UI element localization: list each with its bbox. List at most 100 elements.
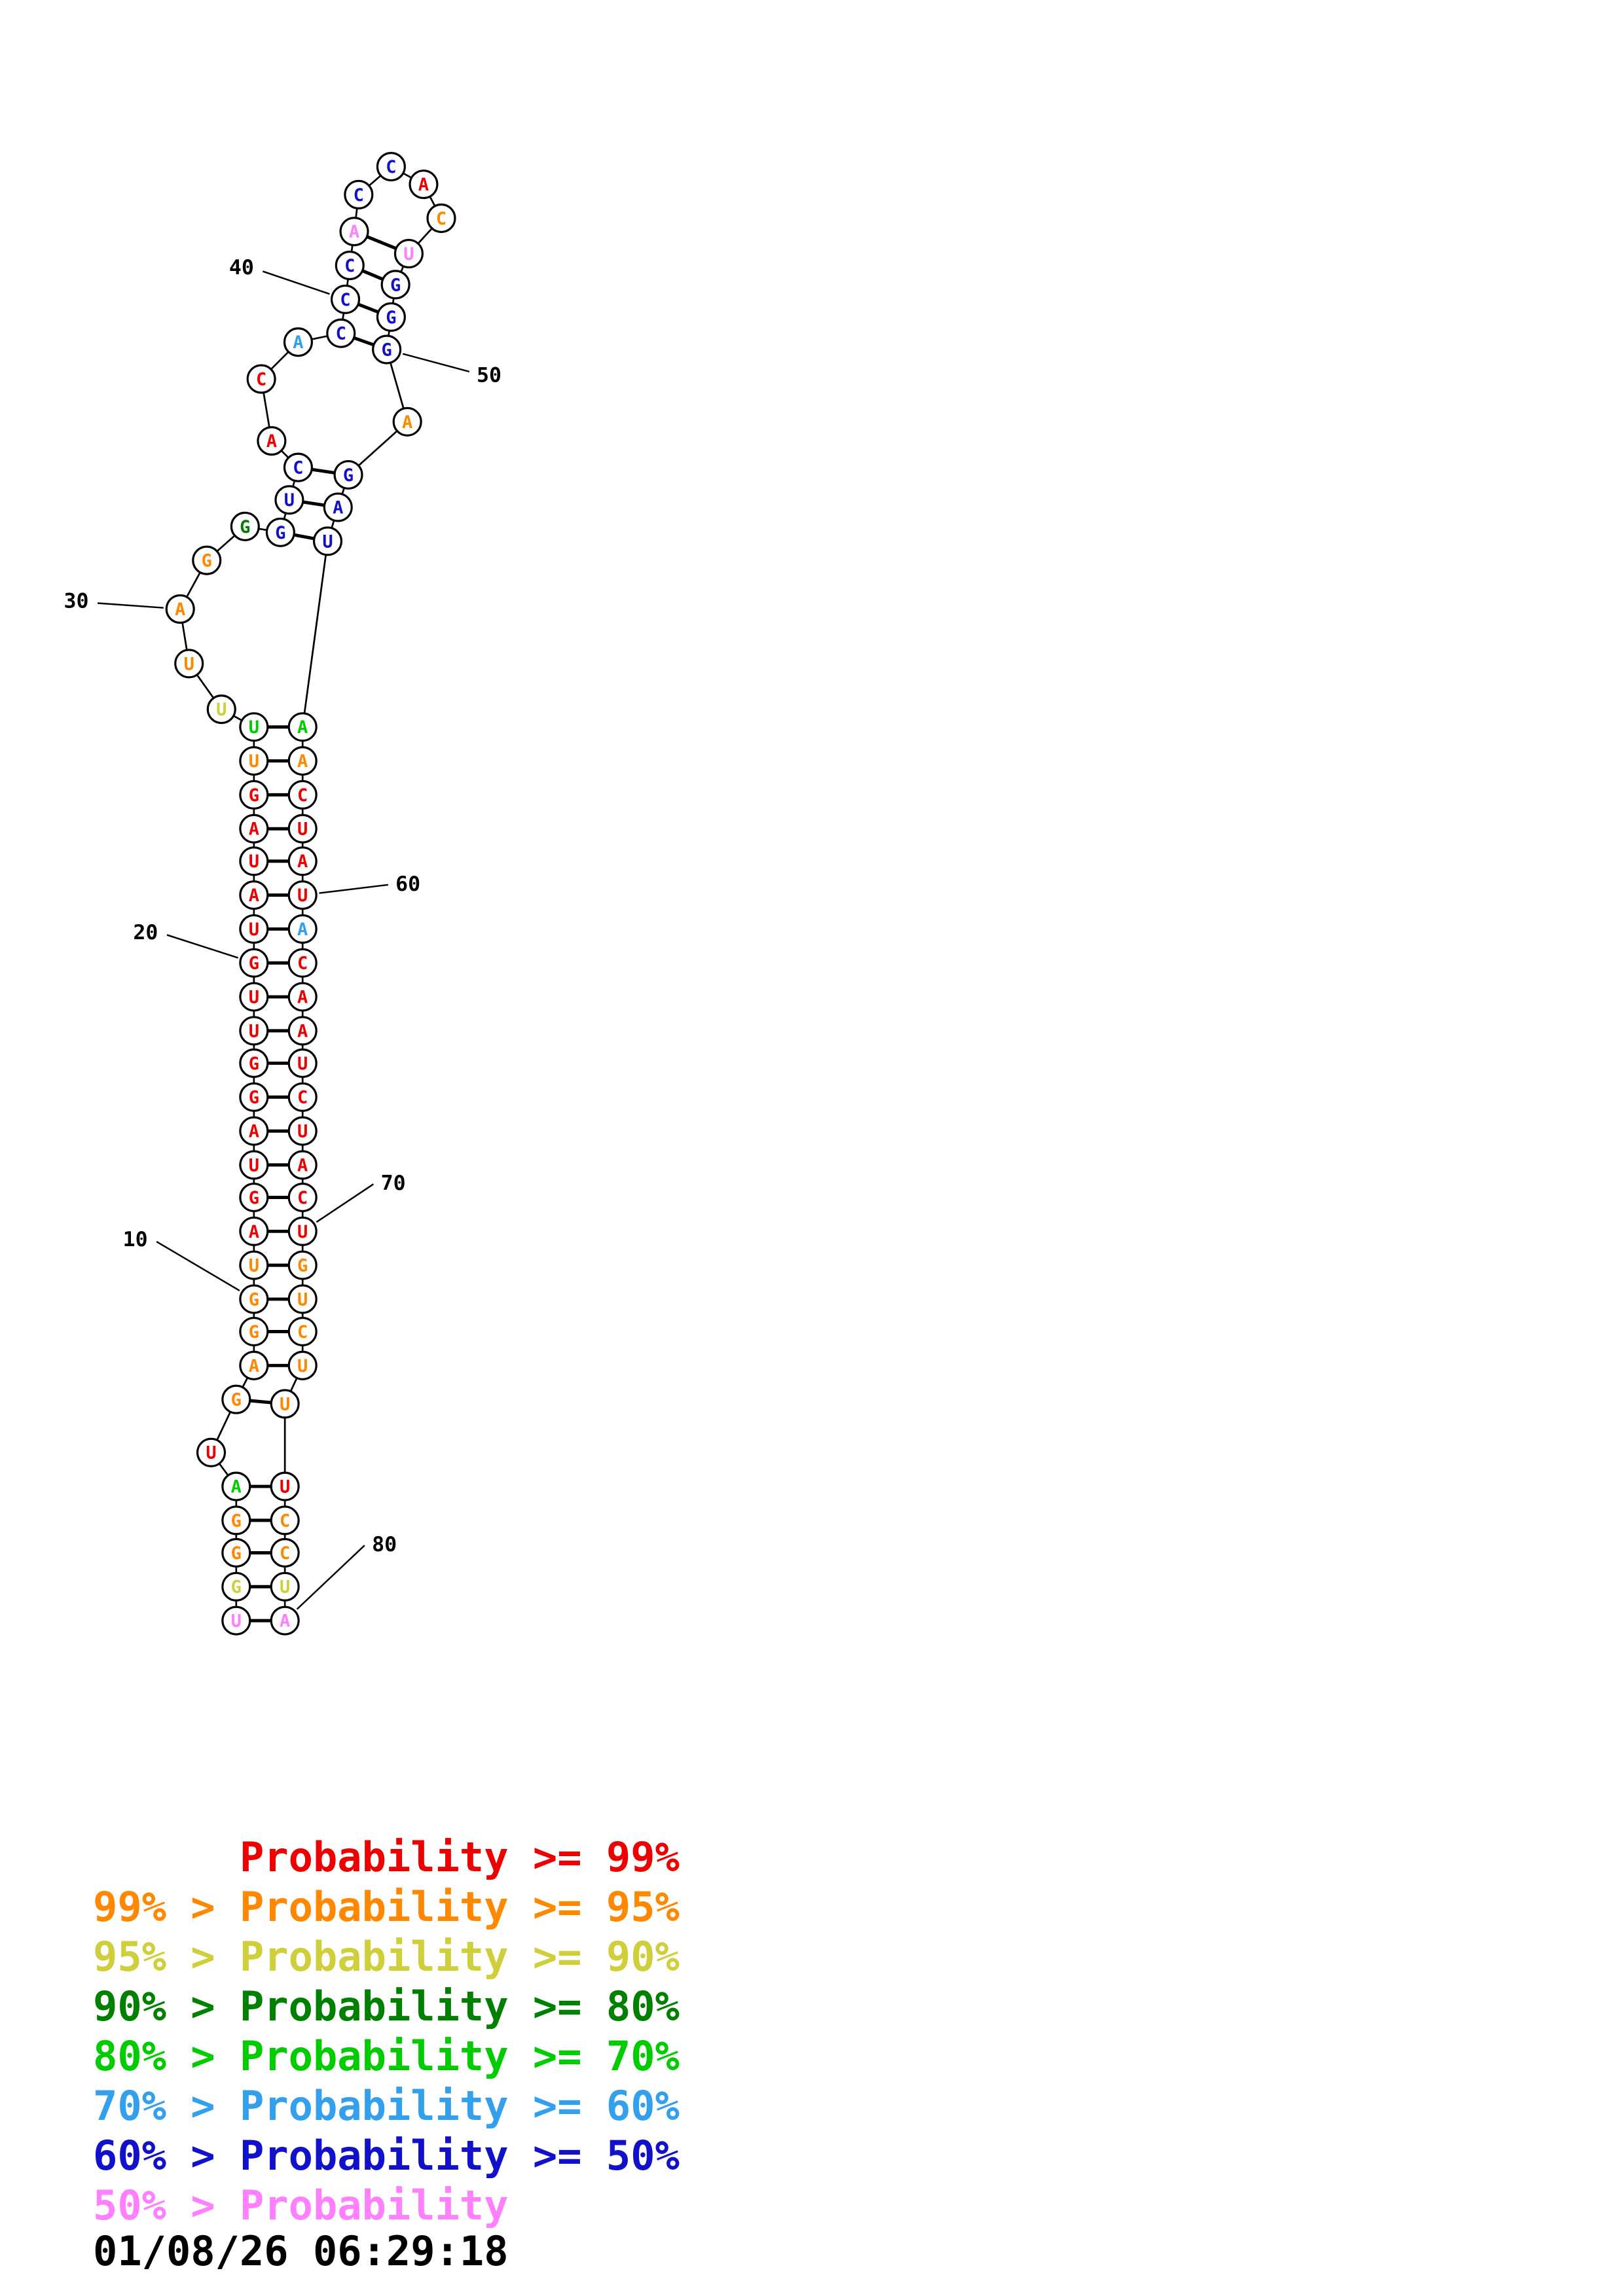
backbone-segment [301,541,329,727]
position-label: 80 [372,1533,397,1556]
nucleotide-circle [287,746,318,776]
legend-row-6: 70% > Probability >= 60% [93,2082,680,2130]
nucleotide-base: U [297,1222,308,1242]
nucleotide-circle [287,1048,318,1078]
nucleotide-circle [221,1537,251,1568]
position-label: 40 [229,256,254,279]
nucleotide-base: A [297,852,308,872]
nucleotide-circle [265,517,295,547]
nucleotide-circle [283,452,313,482]
nucleotide-base: C [354,185,364,206]
nucleotide-base: U [280,1477,290,1498]
nucleotide-base: C [297,1322,308,1342]
nucleotide-circle [221,1384,251,1414]
nucleotide-circle [287,780,318,810]
nucleotide-base: U [322,531,333,552]
nucleotide-circle [239,1250,269,1280]
nucleotide-circle [376,152,406,182]
nucleotide-circle [239,948,269,978]
legend-row-4: 90% > Probability >= 80% [93,1982,680,2030]
nucleotide-circle [239,814,269,844]
nucleotide-circle [287,1116,318,1146]
nucleotide-circle [312,526,343,556]
nucleotide-circle [287,1284,318,1314]
nucleotide-base: G [386,308,396,328]
nucleotide-circle [409,170,439,200]
nucleotide-circle [287,948,318,978]
nucleotide-base: U [284,490,295,511]
nucleotide-base: U [297,819,308,840]
nucleotide-base: A [231,1477,242,1498]
nucleotide-base: A [333,498,343,518]
nucleotide-base: G [240,517,250,537]
nucleotide-circle [192,545,222,575]
nucleotide-circle [174,649,204,679]
nucleotide-circle [239,914,269,944]
nucleotide-circle [335,251,365,281]
nucleotide-circle [206,694,236,725]
nucleotide-base: U [249,1021,259,1041]
nucleotide-circle [239,880,269,910]
nucleotide-circle [380,270,410,300]
nucleotide-base: A [280,1611,290,1632]
nucleotide-base: C [336,324,346,344]
nucleotide-base: G [202,551,212,571]
nucleotide-base: G [249,1054,259,1074]
label-leader-line [262,270,330,295]
legend-row-8: 50% > Probability [93,2181,509,2229]
nucleotide-circle [270,1605,300,1636]
legend-row-1: Probability >= 99% [93,1833,680,1881]
nucleotide-base: U [280,1394,290,1414]
nucleotide-circle [287,1350,318,1380]
nucleotide-base: C [344,256,355,276]
nucleotide-base: G [249,1188,259,1208]
nucleotide-base: U [249,717,259,738]
nucleotide-base: A [249,1356,259,1376]
nucleotide-circle [239,1350,269,1380]
nucleotide-circle [257,426,287,456]
nucleotide-circle [221,1505,251,1535]
nucleotide-circle [287,880,318,910]
nucleotide-base: A [297,717,308,738]
legend-row-2: 99% > Probability >= 95% [93,1883,680,1931]
nucleotide-base: U [206,1443,216,1463]
nucleotide-base: U [249,852,259,872]
position-label: 70 [381,1172,406,1195]
nucleotide-circle [287,1082,318,1112]
nucleotide-base: A [418,175,429,195]
nucleotide-base: G [231,1511,242,1531]
nucleotide-base: G [297,1256,308,1276]
nucleotide-base: C [297,954,308,974]
nucleotide-base: C [297,785,308,806]
nucleotide-base: A [293,332,303,353]
nucleotide-circle [270,1537,300,1568]
nucleotide-base: G [249,1088,259,1108]
nucleotide-circle [274,485,304,515]
nucleotide-circle [339,217,369,247]
nucleotide-base: U [297,1289,308,1310]
position-label: 10 [123,1228,148,1251]
nucleotide-base: G [249,1322,259,1342]
legend-row-7: 60% > Probability >= 50% [93,2132,680,2179]
nucleotide-base: G [249,954,259,974]
nucleotide-base: A [297,751,308,772]
nucleotide-circle [221,1571,251,1602]
nucleotide-circle [287,1216,318,1246]
nucleotide-circle [270,1571,300,1602]
nucleotide-circle [246,364,276,394]
nucleotide-circle [270,1505,300,1535]
nucleotide-base: A [402,412,412,433]
nucleotide-circle [287,814,318,844]
nucleotide-base: A [249,1122,259,1142]
nucleotide-circle [287,914,318,944]
nucleotide-base: U [249,988,259,1008]
nucleotide-base: G [231,1577,242,1598]
nucleotide-circle [372,334,402,365]
label-leader-line [97,602,164,609]
position-label: 50 [477,364,501,387]
nucleotide-circle [230,511,260,541]
label-leader-line [319,884,389,894]
nucleotide-circle [287,1250,318,1280]
nucleotide-circle [326,318,356,348]
